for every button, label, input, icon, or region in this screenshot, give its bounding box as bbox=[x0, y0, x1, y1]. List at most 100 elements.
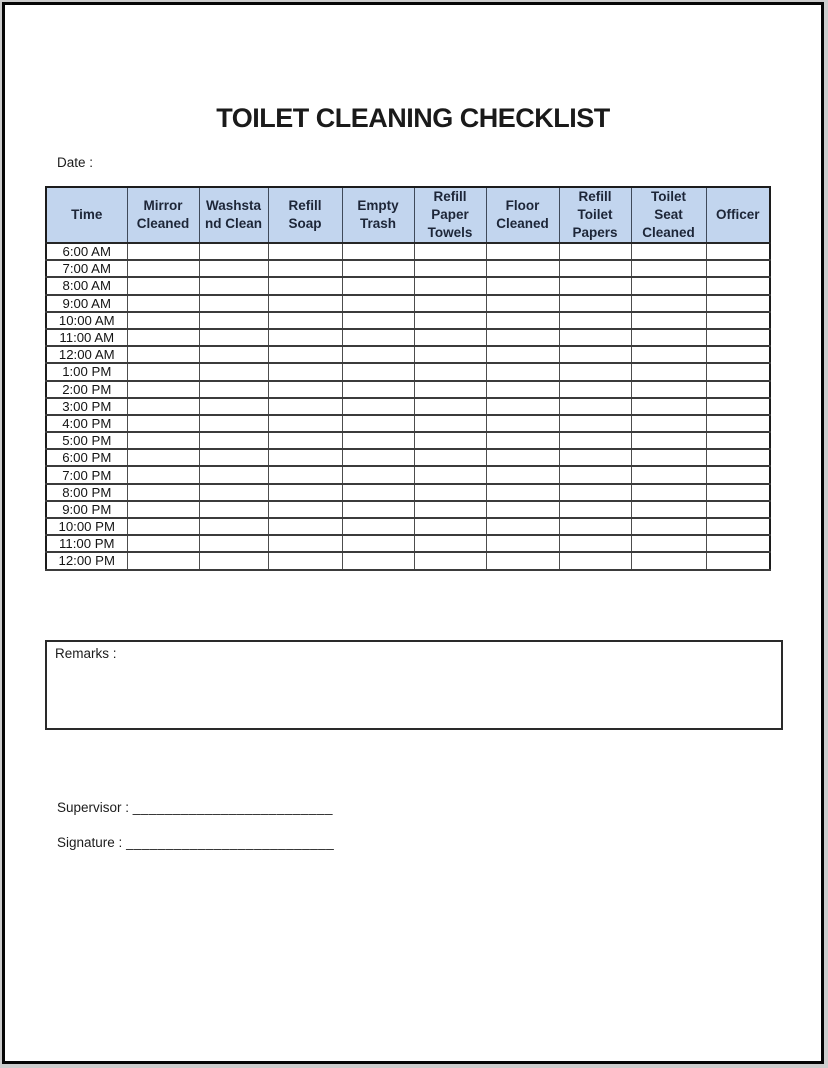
check-cell bbox=[558, 259, 632, 279]
check-cell bbox=[198, 465, 269, 485]
check-cell bbox=[413, 362, 487, 382]
check-cell bbox=[341, 551, 415, 571]
time-cell: 2:00 PM bbox=[45, 379, 128, 399]
check-cell bbox=[126, 551, 200, 571]
check-cell bbox=[413, 448, 487, 468]
check-cell bbox=[705, 276, 771, 296]
column-header-mirror-cleaned: Mirror Cleaned bbox=[126, 187, 200, 244]
table-row: 11:00 PM bbox=[45, 534, 771, 554]
check-cell bbox=[341, 241, 415, 262]
check-cell bbox=[198, 379, 269, 399]
check-cell bbox=[198, 327, 269, 348]
check-cell bbox=[485, 379, 560, 399]
check-cell bbox=[267, 465, 343, 485]
check-cell bbox=[558, 482, 632, 502]
check-cell bbox=[267, 396, 343, 416]
supervisor-row: Supervisor : _________________________ bbox=[57, 800, 333, 815]
check-cell bbox=[705, 534, 771, 554]
check-cell bbox=[558, 534, 632, 554]
check-cell bbox=[630, 448, 707, 468]
check-cell bbox=[485, 241, 560, 262]
time-cell: 8:00 PM bbox=[45, 482, 128, 502]
check-cell bbox=[705, 293, 771, 313]
check-cell bbox=[630, 465, 707, 485]
check-cell bbox=[413, 413, 487, 434]
check-cell bbox=[485, 534, 560, 554]
check-cell bbox=[267, 431, 343, 451]
remarks-label: Remarks : bbox=[55, 646, 117, 661]
check-cell bbox=[126, 293, 200, 313]
check-cell bbox=[485, 431, 560, 451]
check-cell bbox=[198, 310, 269, 330]
check-cell bbox=[630, 310, 707, 330]
check-cell bbox=[705, 413, 771, 434]
check-cell bbox=[558, 396, 632, 416]
check-cell bbox=[126, 379, 200, 399]
check-cell bbox=[126, 241, 200, 262]
check-cell bbox=[630, 259, 707, 279]
table-row: 2:00 PM bbox=[45, 379, 771, 399]
check-cell bbox=[267, 327, 343, 348]
check-cell bbox=[485, 448, 560, 468]
column-header-toilet-seat-cleaned: Toilet Seat Cleaned bbox=[630, 187, 707, 244]
time-cell: 4:00 PM bbox=[45, 413, 128, 434]
check-cell bbox=[267, 345, 343, 365]
check-cell bbox=[705, 431, 771, 451]
check-cell bbox=[558, 379, 632, 399]
check-cell bbox=[126, 431, 200, 451]
check-cell bbox=[198, 293, 269, 313]
check-cell bbox=[198, 413, 269, 434]
check-cell bbox=[485, 482, 560, 502]
check-cell bbox=[630, 293, 707, 313]
check-cell bbox=[341, 396, 415, 416]
column-header-refill-paper-towels: Refill Paper Towels bbox=[413, 187, 487, 244]
signature-blank-line: __________________________ bbox=[126, 835, 335, 850]
check-cell bbox=[267, 448, 343, 468]
check-cell bbox=[630, 431, 707, 451]
time-cell: 12:00 AM bbox=[45, 345, 128, 365]
check-cell bbox=[630, 499, 707, 520]
check-cell bbox=[341, 499, 415, 520]
check-cell bbox=[705, 499, 771, 520]
time-cell: 8:00 AM bbox=[45, 276, 128, 296]
check-cell bbox=[341, 310, 415, 330]
check-cell bbox=[485, 396, 560, 416]
check-cell bbox=[267, 534, 343, 554]
table-row: 12:00 PM bbox=[45, 551, 771, 571]
check-cell bbox=[558, 551, 632, 571]
table-row: 6:00 PM bbox=[45, 448, 771, 468]
check-cell bbox=[341, 276, 415, 296]
check-cell bbox=[630, 362, 707, 382]
check-cell bbox=[705, 310, 771, 330]
check-cell bbox=[705, 362, 771, 382]
check-cell bbox=[341, 431, 415, 451]
check-cell bbox=[485, 516, 560, 537]
check-cell bbox=[705, 396, 771, 416]
check-cell bbox=[630, 396, 707, 416]
table-row: 4:00 PM bbox=[45, 413, 771, 434]
check-cell bbox=[267, 413, 343, 434]
table-row: 8:00 PM bbox=[45, 482, 771, 502]
check-cell bbox=[413, 259, 487, 279]
check-cell bbox=[485, 413, 560, 434]
check-cell bbox=[558, 276, 632, 296]
check-cell bbox=[126, 276, 200, 296]
check-cell bbox=[198, 516, 269, 537]
check-cell bbox=[705, 345, 771, 365]
check-cell bbox=[413, 345, 487, 365]
check-cell bbox=[558, 345, 632, 365]
check-cell bbox=[485, 259, 560, 279]
check-cell bbox=[630, 241, 707, 262]
check-cell bbox=[126, 482, 200, 502]
time-cell: 7:00 PM bbox=[45, 465, 128, 485]
check-cell bbox=[267, 276, 343, 296]
checklist-table: Time Mirror Cleaned Washsta nd Clean Ref… bbox=[45, 186, 771, 571]
check-cell bbox=[630, 534, 707, 554]
check-cell bbox=[558, 293, 632, 313]
check-cell bbox=[705, 482, 771, 502]
check-cell bbox=[485, 465, 560, 485]
check-cell bbox=[630, 327, 707, 348]
check-cell bbox=[413, 396, 487, 416]
check-cell bbox=[413, 310, 487, 330]
check-cell bbox=[126, 396, 200, 416]
